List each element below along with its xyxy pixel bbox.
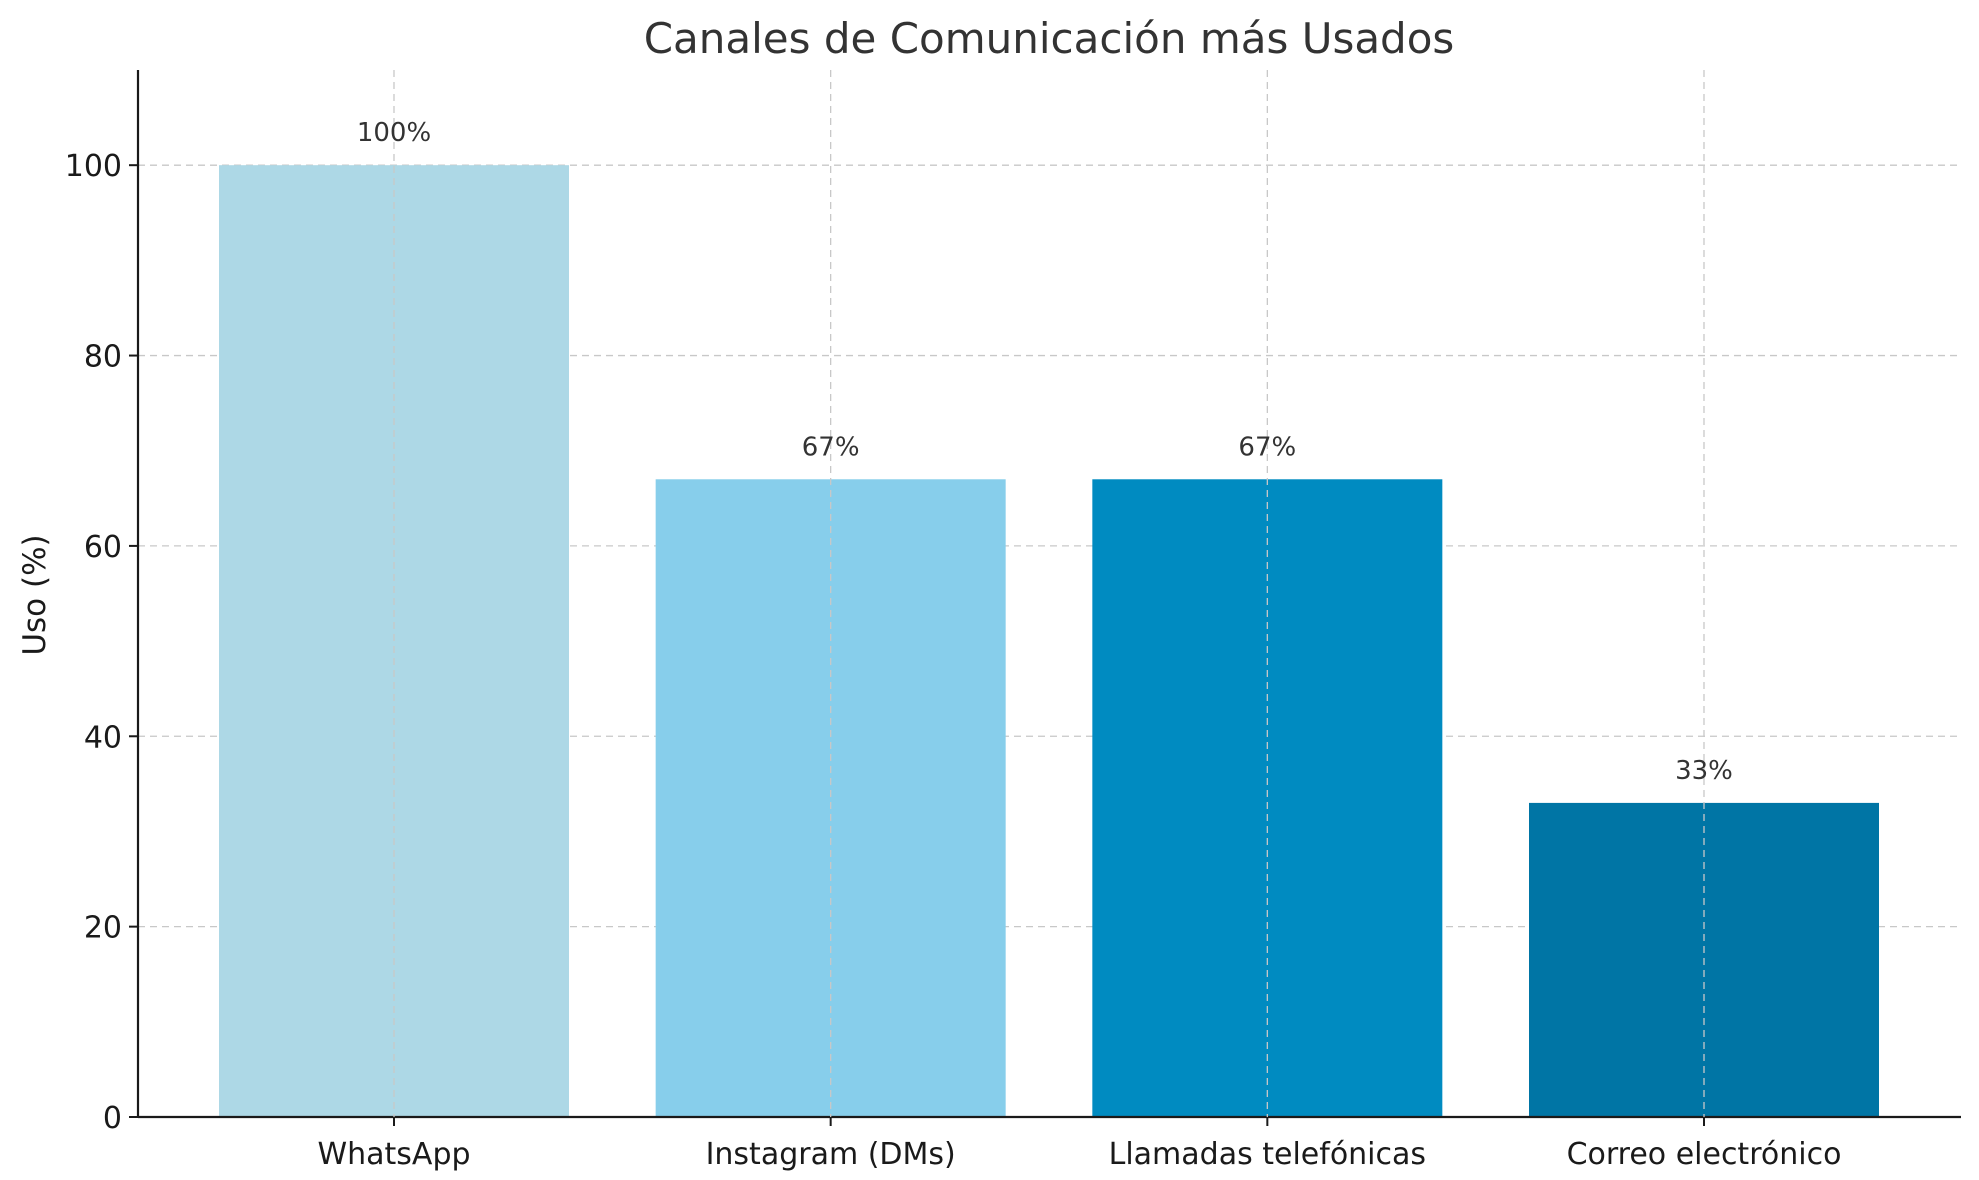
y-tick-label: 60 (84, 530, 122, 565)
bar-value-label: 33% (1675, 756, 1733, 786)
bars (219, 165, 1879, 1117)
chart-title: Canales de Comunicación más Usados (644, 14, 1455, 63)
y-tick-label: 100 (65, 149, 122, 184)
data-labels: 100% 67% 67% 33% (357, 70, 1733, 1117)
bar-value-label: 100% (357, 118, 431, 148)
x-tick-label: Correo electrónico (1567, 1137, 1842, 1172)
tick-labels: 0 20 40 60 80 100 WhatsApp Instagram (DMs) Llama… (65, 149, 1842, 1172)
x-tick-label: Instagram (DMs) (706, 1137, 956, 1172)
bar-value-label: 67% (1238, 432, 1296, 462)
x-tick-label: WhatsApp (317, 1137, 470, 1172)
y-axis-label: Uso (%) (17, 534, 53, 655)
x-tick-label: Llamadas telefónicas (1109, 1137, 1426, 1172)
bar-value-label: 67% (802, 432, 860, 462)
y-tick-label: 80 (84, 340, 122, 375)
y-tick-label: 40 (84, 720, 122, 755)
y-tick-label: 0 (103, 1101, 122, 1136)
axes (129, 70, 1961, 1126)
y-tick-label: 20 (84, 911, 122, 946)
